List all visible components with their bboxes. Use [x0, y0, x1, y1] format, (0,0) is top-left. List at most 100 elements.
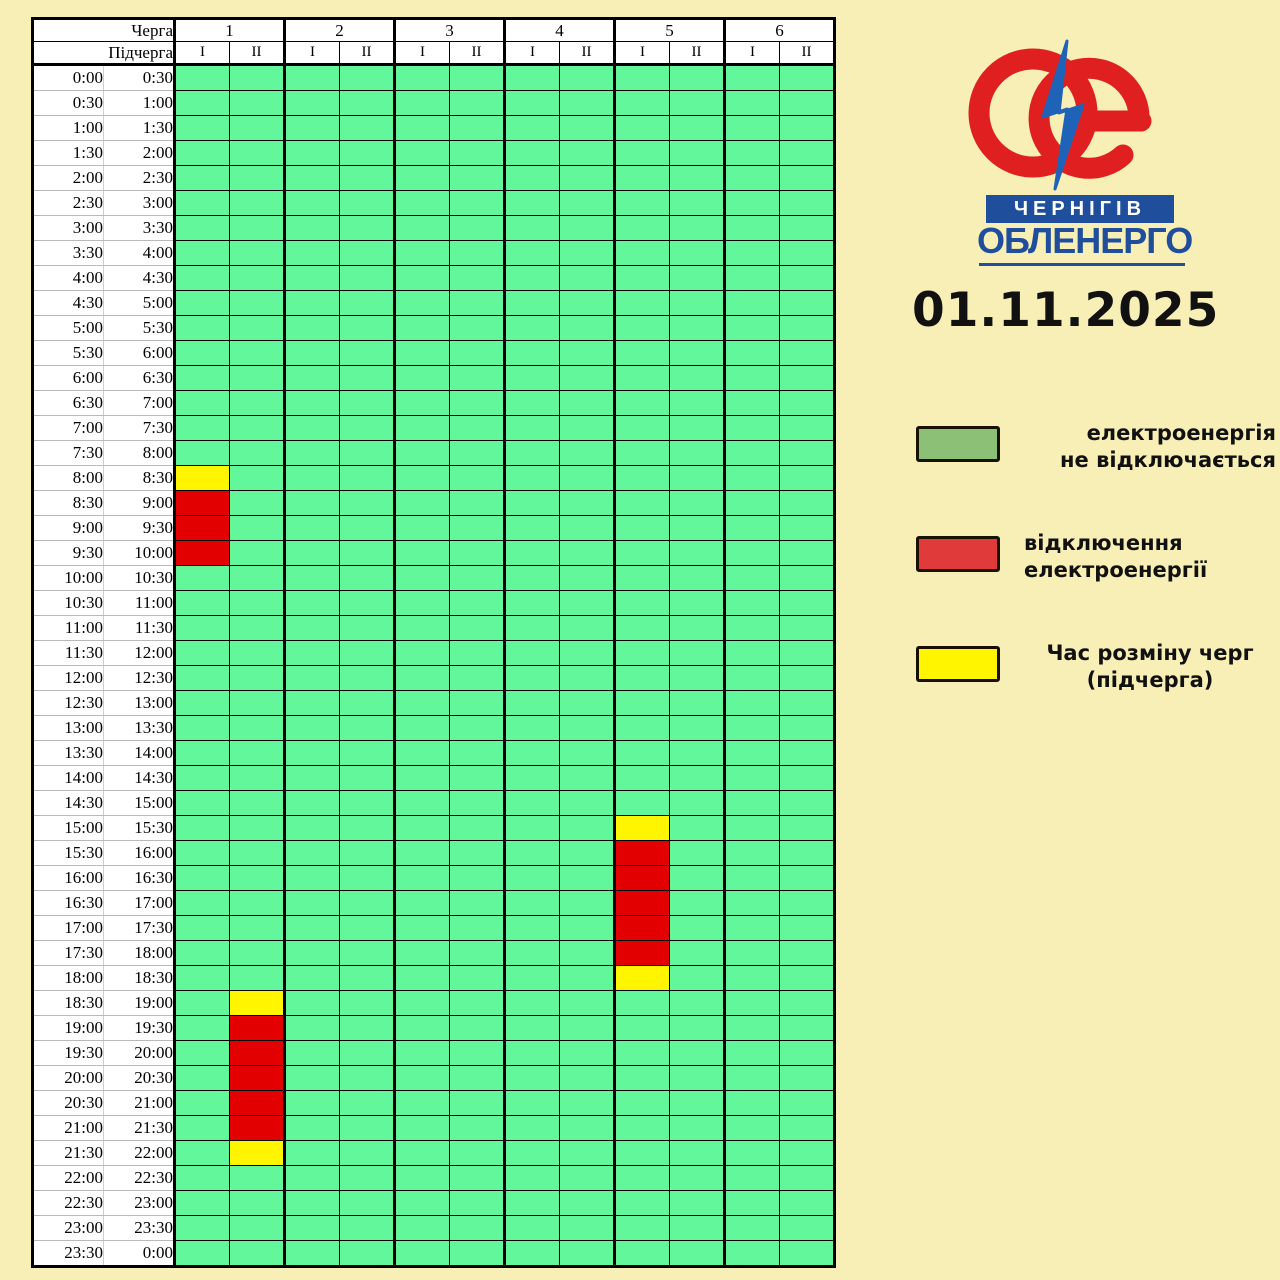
- slot-q6-I-430[interactable]: [724, 290, 780, 316]
- slot-q4-II-500[interactable]: [559, 315, 616, 341]
- slot-q5-I-1430[interactable]: [614, 790, 670, 816]
- slot-q2-II-500[interactable]: [339, 315, 396, 341]
- slot-q4-I-700[interactable]: [504, 415, 560, 441]
- slot-q2-I-1900[interactable]: [284, 1015, 340, 1041]
- slot-q3-I-1730[interactable]: [394, 940, 450, 966]
- slot-q4-II-1430[interactable]: [559, 790, 616, 816]
- slot-q4-I-2130[interactable]: [504, 1140, 560, 1166]
- slot-q3-II-000[interactable]: [449, 64, 506, 91]
- slot-q5-I-1530[interactable]: [614, 840, 670, 866]
- slot-q2-I-1530[interactable]: [284, 840, 340, 866]
- slot-q5-II-1600[interactable]: [669, 865, 726, 891]
- slot-q6-II-1800[interactable]: [779, 965, 835, 991]
- slot-q3-I-1530[interactable]: [394, 840, 450, 866]
- slot-q2-I-400[interactable]: [284, 265, 340, 291]
- slot-q1-I-1400[interactable]: [174, 765, 230, 791]
- slot-q3-II-2330[interactable]: [449, 1240, 506, 1267]
- slot-q1-II-1930[interactable]: [229, 1040, 286, 1066]
- slot-q5-I-1630[interactable]: [614, 890, 670, 916]
- slot-q2-I-100[interactable]: [284, 115, 340, 141]
- slot-q1-I-1900[interactable]: [174, 1015, 230, 1041]
- slot-q6-I-2130[interactable]: [724, 1140, 780, 1166]
- slot-q6-I-300[interactable]: [724, 215, 780, 241]
- slot-q4-I-300[interactable]: [504, 215, 560, 241]
- slot-q6-II-1200[interactable]: [779, 665, 835, 691]
- slot-q3-II-400[interactable]: [449, 265, 506, 291]
- slot-q5-II-000[interactable]: [669, 64, 726, 91]
- slot-q6-II-1830[interactable]: [779, 990, 835, 1016]
- slot-q3-II-1200[interactable]: [449, 665, 506, 691]
- slot-q6-I-930[interactable]: [724, 540, 780, 566]
- slot-q1-II-030[interactable]: [229, 90, 286, 116]
- slot-q5-I-930[interactable]: [614, 540, 670, 566]
- slot-q6-II-2030[interactable]: [779, 1090, 835, 1116]
- slot-q4-I-1600[interactable]: [504, 865, 560, 891]
- slot-q2-II-230[interactable]: [339, 190, 396, 216]
- slot-q2-II-2100[interactable]: [339, 1115, 396, 1141]
- slot-q3-I-130[interactable]: [394, 140, 450, 166]
- slot-q3-II-2130[interactable]: [449, 1140, 506, 1166]
- slot-q3-II-200[interactable]: [449, 165, 506, 191]
- slot-q6-I-200[interactable]: [724, 165, 780, 191]
- slot-q3-II-800[interactable]: [449, 465, 506, 491]
- slot-q5-I-1700[interactable]: [614, 915, 670, 941]
- slot-q4-I-1630[interactable]: [504, 890, 560, 916]
- slot-q2-II-1430[interactable]: [339, 790, 396, 816]
- slot-q2-II-530[interactable]: [339, 340, 396, 366]
- slot-q4-I-1130[interactable]: [504, 640, 560, 666]
- slot-q4-II-1700[interactable]: [559, 915, 616, 941]
- slot-q4-II-900[interactable]: [559, 515, 616, 541]
- slot-q5-II-2230[interactable]: [669, 1190, 726, 1216]
- slot-q1-II-130[interactable]: [229, 140, 286, 166]
- slot-q5-II-930[interactable]: [669, 540, 726, 566]
- slot-q5-II-1230[interactable]: [669, 690, 726, 716]
- slot-q1-II-930[interactable]: [229, 540, 286, 566]
- slot-q6-II-1400[interactable]: [779, 765, 835, 791]
- slot-q6-II-930[interactable]: [779, 540, 835, 566]
- slot-q3-I-2330[interactable]: [394, 1240, 450, 1267]
- slot-q2-II-930[interactable]: [339, 540, 396, 566]
- slot-q3-II-1530[interactable]: [449, 840, 506, 866]
- slot-q4-II-1730[interactable]: [559, 940, 616, 966]
- slot-q5-I-1830[interactable]: [614, 990, 670, 1016]
- slot-q2-II-000[interactable]: [339, 64, 396, 91]
- slot-q2-I-2300[interactable]: [284, 1215, 340, 1241]
- slot-q2-II-1200[interactable]: [339, 665, 396, 691]
- slot-q5-II-1930[interactable]: [669, 1040, 726, 1066]
- slot-q4-I-730[interactable]: [504, 440, 560, 466]
- slot-q3-I-800[interactable]: [394, 465, 450, 491]
- slot-q1-I-1100[interactable]: [174, 615, 230, 641]
- slot-q4-II-2300[interactable]: [559, 1215, 616, 1241]
- slot-q3-II-300[interactable]: [449, 215, 506, 241]
- slot-q6-I-1230[interactable]: [724, 690, 780, 716]
- slot-q4-I-1230[interactable]: [504, 690, 560, 716]
- slot-q5-II-1800[interactable]: [669, 965, 726, 991]
- slot-q3-II-130[interactable]: [449, 140, 506, 166]
- slot-q3-II-2300[interactable]: [449, 1215, 506, 1241]
- slot-q4-I-2300[interactable]: [504, 1215, 560, 1241]
- slot-q5-II-2300[interactable]: [669, 1215, 726, 1241]
- slot-q6-I-630[interactable]: [724, 390, 780, 416]
- slot-q1-I-2230[interactable]: [174, 1190, 230, 1216]
- slot-q4-I-1200[interactable]: [504, 665, 560, 691]
- slot-q4-II-630[interactable]: [559, 390, 616, 416]
- slot-q5-I-1800[interactable]: [614, 965, 670, 991]
- slot-q3-II-2000[interactable]: [449, 1065, 506, 1091]
- slot-q5-I-2100[interactable]: [614, 1115, 670, 1141]
- slot-q2-I-1330[interactable]: [284, 740, 340, 766]
- slot-q5-I-300[interactable]: [614, 215, 670, 241]
- slot-q3-I-2200[interactable]: [394, 1165, 450, 1191]
- slot-q2-II-1730[interactable]: [339, 940, 396, 966]
- slot-q3-I-330[interactable]: [394, 240, 450, 266]
- slot-q6-I-1800[interactable]: [724, 965, 780, 991]
- slot-q5-I-2330[interactable]: [614, 1240, 670, 1267]
- slot-q4-II-600[interactable]: [559, 365, 616, 391]
- slot-q5-I-530[interactable]: [614, 340, 670, 366]
- slot-q4-II-200[interactable]: [559, 165, 616, 191]
- slot-q1-II-1900[interactable]: [229, 1015, 286, 1041]
- slot-q6-II-1030[interactable]: [779, 590, 835, 616]
- slot-q6-I-1300[interactable]: [724, 715, 780, 741]
- slot-q1-II-1430[interactable]: [229, 790, 286, 816]
- slot-q1-I-1330[interactable]: [174, 740, 230, 766]
- slot-q6-II-330[interactable]: [779, 240, 835, 266]
